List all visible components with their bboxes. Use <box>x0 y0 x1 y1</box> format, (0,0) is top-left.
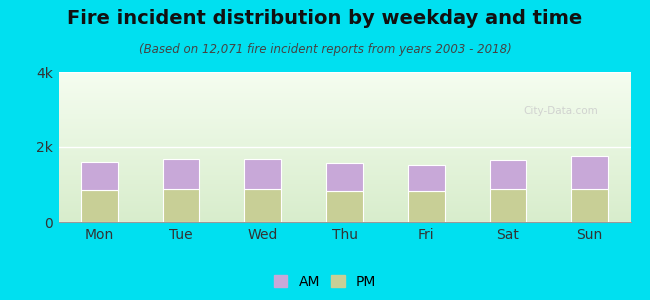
Bar <box>162 159 200 189</box>
Bar <box>326 191 363 222</box>
Bar <box>489 160 526 189</box>
Bar <box>81 162 118 190</box>
Bar <box>571 189 608 222</box>
Text: Fire incident distribution by weekday and time: Fire incident distribution by weekday an… <box>68 9 582 28</box>
Text: (Based on 12,071 fire incident reports from years 2003 - 2018): (Based on 12,071 fire incident reports f… <box>138 44 512 56</box>
Bar <box>81 190 118 222</box>
Bar <box>244 189 281 222</box>
Bar <box>571 156 608 189</box>
Bar <box>408 191 445 222</box>
Bar <box>326 163 363 191</box>
Text: City-Data.com: City-Data.com <box>523 106 598 116</box>
Bar <box>408 165 445 191</box>
Bar <box>162 189 200 222</box>
Legend: AM, PM: AM, PM <box>269 271 381 293</box>
Bar <box>489 189 526 222</box>
Bar <box>244 159 281 189</box>
